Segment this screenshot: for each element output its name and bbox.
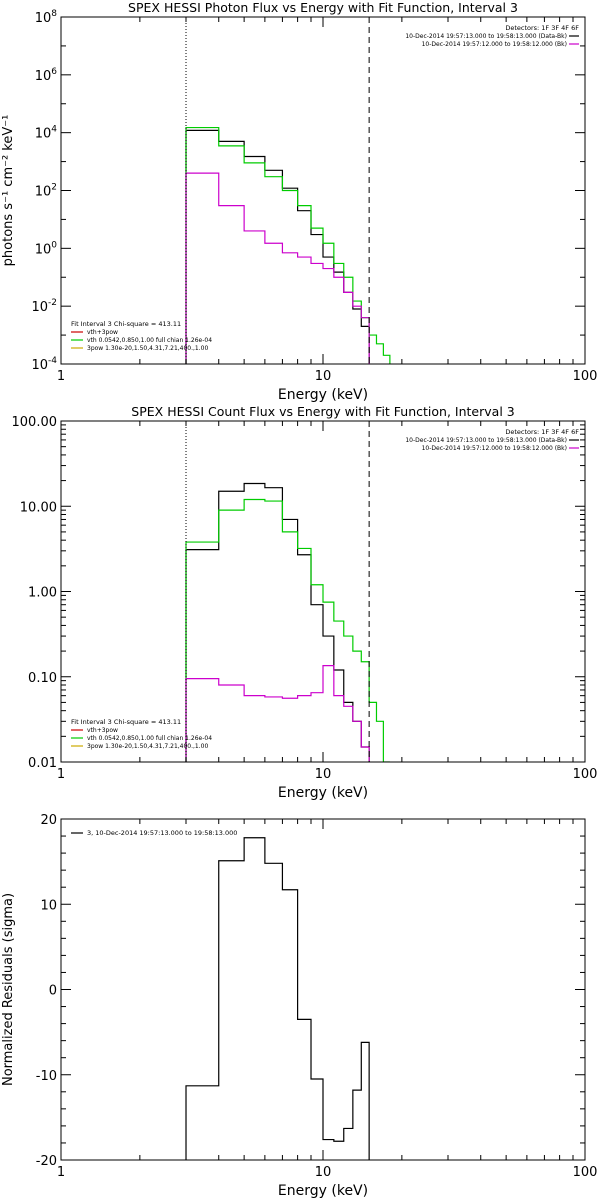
y-tick-label: 0.01 (28, 756, 57, 771)
y-tick-label: 104 (35, 125, 58, 142)
plot-area (185, 126, 391, 364)
series-line-1 (185, 129, 370, 364)
legend-entry-label: 10-Dec-2014 19:57:12.000 to 19:58:12.000… (422, 41, 567, 48)
series-line-2 (185, 498, 390, 762)
legend-left: Fit Interval 3 Chi-square = 413.11vth+3p… (71, 718, 212, 750)
x-tick-label: 10 (315, 1165, 332, 1180)
legend-left: Fit Interval 3 Chi-square = 413.11vth+3p… (71, 320, 212, 352)
chart-title: SPEX HESSI Count Flux vs Energy with Fit… (131, 404, 514, 419)
x-tick-label: 100 (573, 369, 598, 384)
legend-entry-label: vth+3pow (87, 329, 118, 336)
y-tick-label: 108 (35, 9, 58, 26)
x-tick-label: 10 (315, 767, 332, 782)
x-tick-label: 1 (57, 767, 65, 782)
y-tick-label: 10.00 (20, 500, 57, 515)
y-tick-label: 0 (49, 984, 57, 999)
legend-entry-label: 3pow 1.30e-20,1.50,4.31,7.21,400.,1.00 (87, 345, 208, 352)
y-tick-label: 100 (35, 240, 58, 257)
series-line-1 (185, 837, 370, 1160)
legend-entry-label: 10-Dec-2014 19:57:12.000 to 19:58:12.000… (422, 445, 567, 452)
y-tick-label: 10-4 (31, 356, 57, 373)
legend-entry-label: 3, 10-Dec-2014 19:57:13.000 to 19:58:13.… (87, 829, 237, 837)
y-tick-label: -10 (36, 1069, 57, 1084)
x-tick-label: 1 (57, 369, 65, 384)
chart-title: SPEX HESSI Photon Flux vs Energy with Fi… (128, 0, 518, 15)
y-tick-label: 106 (35, 67, 58, 84)
x-axis-label: Energy (keV) (278, 785, 368, 801)
y-tick-label: 102 (35, 183, 57, 200)
legend-entry-label: vth 0.0542,0.850,1.00 full chian 1.26e-0… (87, 735, 212, 742)
y-axis-label: Normalized Residuals (sigma) (1, 893, 16, 1086)
legend-entry-label: vth 0.0542,0.850,1.00 full chian 1.26e-0… (87, 337, 212, 344)
y-tick-label: 0.10 (28, 671, 57, 686)
legend-entry-label: 10-Dec-2014 19:57:13.000 to 19:58:13.000… (405, 437, 567, 444)
legend-entry-label: 10-Dec-2014 19:57:13.000 to 19:58:13.000… (405, 33, 567, 40)
legend-header: Fit Interval 3 Chi-square = 413.11 (71, 718, 181, 726)
legend-header: Fit Interval 3 Chi-square = 413.11 (71, 320, 181, 328)
x-tick-label: 1 (57, 1165, 65, 1180)
y-tick-label: 1.00 (28, 586, 57, 601)
y-tick-label: 10 (40, 898, 57, 913)
legend-entry-label: 3pow 1.30e-20,1.50,4.31,7.21,400.,1.00 (87, 743, 208, 750)
chart-panel-1: SPEX HESSI Photon Flux vs Energy with Fi… (1, 0, 597, 403)
y-tick-label: 20 (40, 813, 57, 828)
x-tick-label: 100 (573, 1165, 598, 1180)
axes-frame (60, 16, 586, 365)
y-tick-label: 100.00 (12, 415, 58, 430)
legend-left: 3, 10-Dec-2014 19:57:13.000 to 19:58:13.… (71, 829, 237, 837)
series-line-1 (185, 482, 370, 762)
legend-entry-label: vth+3pow (87, 727, 118, 734)
chart-panel-2: SPEX HESSI Count Flux vs Energy with Fit… (12, 404, 598, 801)
legend-header: Detectors: 1F 3F 4F 6F (505, 428, 579, 436)
x-axis-label: Energy (keV) (278, 1183, 368, 1199)
y-tick-label: 10-2 (31, 298, 57, 315)
x-tick-label: 100 (573, 767, 598, 782)
legend-header: Detectors: 1F 3F 4F 6F (505, 24, 579, 32)
plot-area (185, 482, 390, 762)
series-line-3 (185, 665, 370, 762)
x-axis-label: Energy (keV) (278, 387, 368, 403)
chart-panel-3: 1 10 100 -20 -10 0 10 20 Energy (keV) Normalized … (1, 813, 597, 1199)
x-tick-label: 10 (315, 369, 332, 384)
series-line-3 (185, 172, 370, 364)
series-line-2 (185, 126, 391, 364)
plot-area (185, 837, 370, 1160)
y-axis-label: photons s⁻¹ cm⁻² keV⁻¹ (1, 115, 16, 267)
y-tick-label: -20 (36, 1154, 57, 1169)
